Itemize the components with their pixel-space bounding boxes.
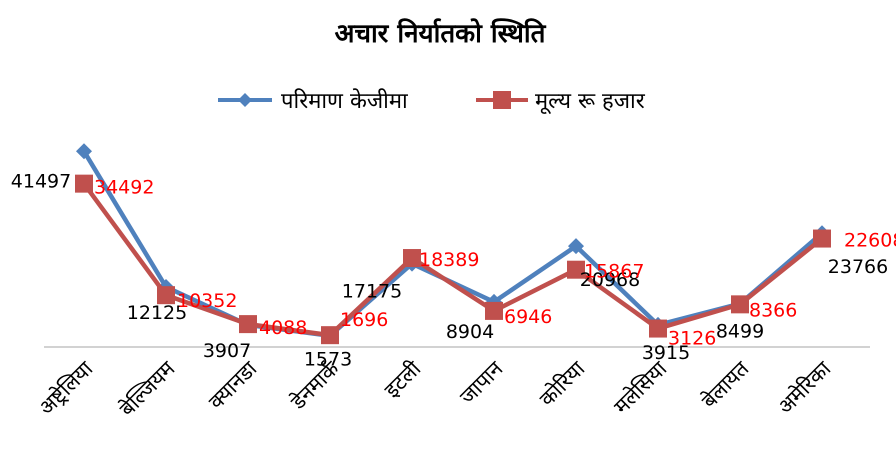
- x-tick-label-8: बेलायत: [697, 356, 754, 413]
- x-tick-label-0: अष्ट्रेलिया: [34, 356, 98, 420]
- data-label-series-1-9: 22608: [844, 230, 896, 252]
- x-tick-label-7: मलेसिया: [609, 356, 672, 419]
- x-tick-label-5: जापान: [455, 356, 508, 409]
- data-label-series-1-6: 15867: [584, 261, 644, 283]
- x-tick-label-1: बेल्जियम: [115, 356, 180, 421]
- chart-title: अचार निर्यातको स्थिति: [335, 18, 547, 49]
- data-label-series-0-8: 8499: [716, 321, 764, 343]
- legend-label-series-0: परिमाण केजीमा: [281, 88, 408, 114]
- point-series-1-1: [157, 286, 175, 305]
- x-tick-label-9: अमेरिका: [773, 356, 836, 419]
- data-label-series-0-2: 3907: [203, 340, 251, 362]
- x-tick-label-2: क्यानडा: [204, 356, 262, 414]
- data-label-series-1-3: 1696: [340, 309, 388, 331]
- point-series-1-5: [485, 301, 503, 320]
- data-label-series-1-2: 4088: [259, 317, 307, 339]
- data-labels: 41497 12125 3907 1573 17175 8904 20968 3915 8499…: [11, 170, 896, 370]
- data-label-series-0-3: 1573: [304, 349, 352, 371]
- point-series-1-8: [731, 295, 749, 314]
- x-tick-label-4: इटली: [380, 356, 426, 402]
- legend-marker-series-1: [493, 91, 511, 109]
- legend-item-series-1: मूल्य रू हजार: [476, 89, 646, 115]
- data-label-series-0-6: 20968: [580, 269, 640, 291]
- legend-marker-series-0: [238, 93, 252, 107]
- point-series-1-3: [321, 326, 339, 345]
- data-label-series-1-1: 10352: [177, 290, 237, 312]
- point-series-1-6: [567, 260, 585, 279]
- data-label-series-1-8: 8366: [749, 299, 797, 321]
- x-tick-labels: अष्ट्रेलिया बेल्जियम क्यानडा डेनमार्क इटली जा…: [34, 356, 836, 421]
- point-series-1-0: [75, 174, 93, 193]
- data-label-series-0-1: 12125: [127, 302, 187, 324]
- data-label-series-1-5: 6946: [504, 306, 552, 328]
- series-line-1: [82, 182, 824, 338]
- point-series-0-6: [568, 238, 584, 255]
- data-label-series-0-7: 3915: [642, 342, 690, 364]
- x-tick-label-6: कोरिया: [535, 356, 590, 411]
- series-layer: [75, 143, 831, 345]
- point-series-1-4: [403, 249, 421, 268]
- data-label-series-1-0: 34492: [94, 177, 154, 199]
- data-label-series-1-7: 3126: [668, 328, 716, 350]
- legend-label-series-1: मूल्य रू हजार: [535, 89, 646, 115]
- legend: परिमाण केजीमा मूल्य रू हजार: [218, 88, 646, 115]
- data-label-series-0-5: 8904: [446, 321, 494, 343]
- point-series-1-2: [239, 315, 257, 334]
- point-series-0-0: [76, 143, 92, 160]
- data-label-series-0-9: 23766: [828, 256, 888, 278]
- data-label-series-0-4: 17175: [342, 281, 402, 303]
- point-series-1-7: [649, 319, 667, 338]
- point-series-1-9: [813, 229, 831, 248]
- data-label-series-0-0: 41497: [11, 170, 71, 192]
- data-label-series-1-4: 18389: [419, 249, 479, 271]
- legend-item-series-0: परिमाण केजीमा: [218, 88, 408, 114]
